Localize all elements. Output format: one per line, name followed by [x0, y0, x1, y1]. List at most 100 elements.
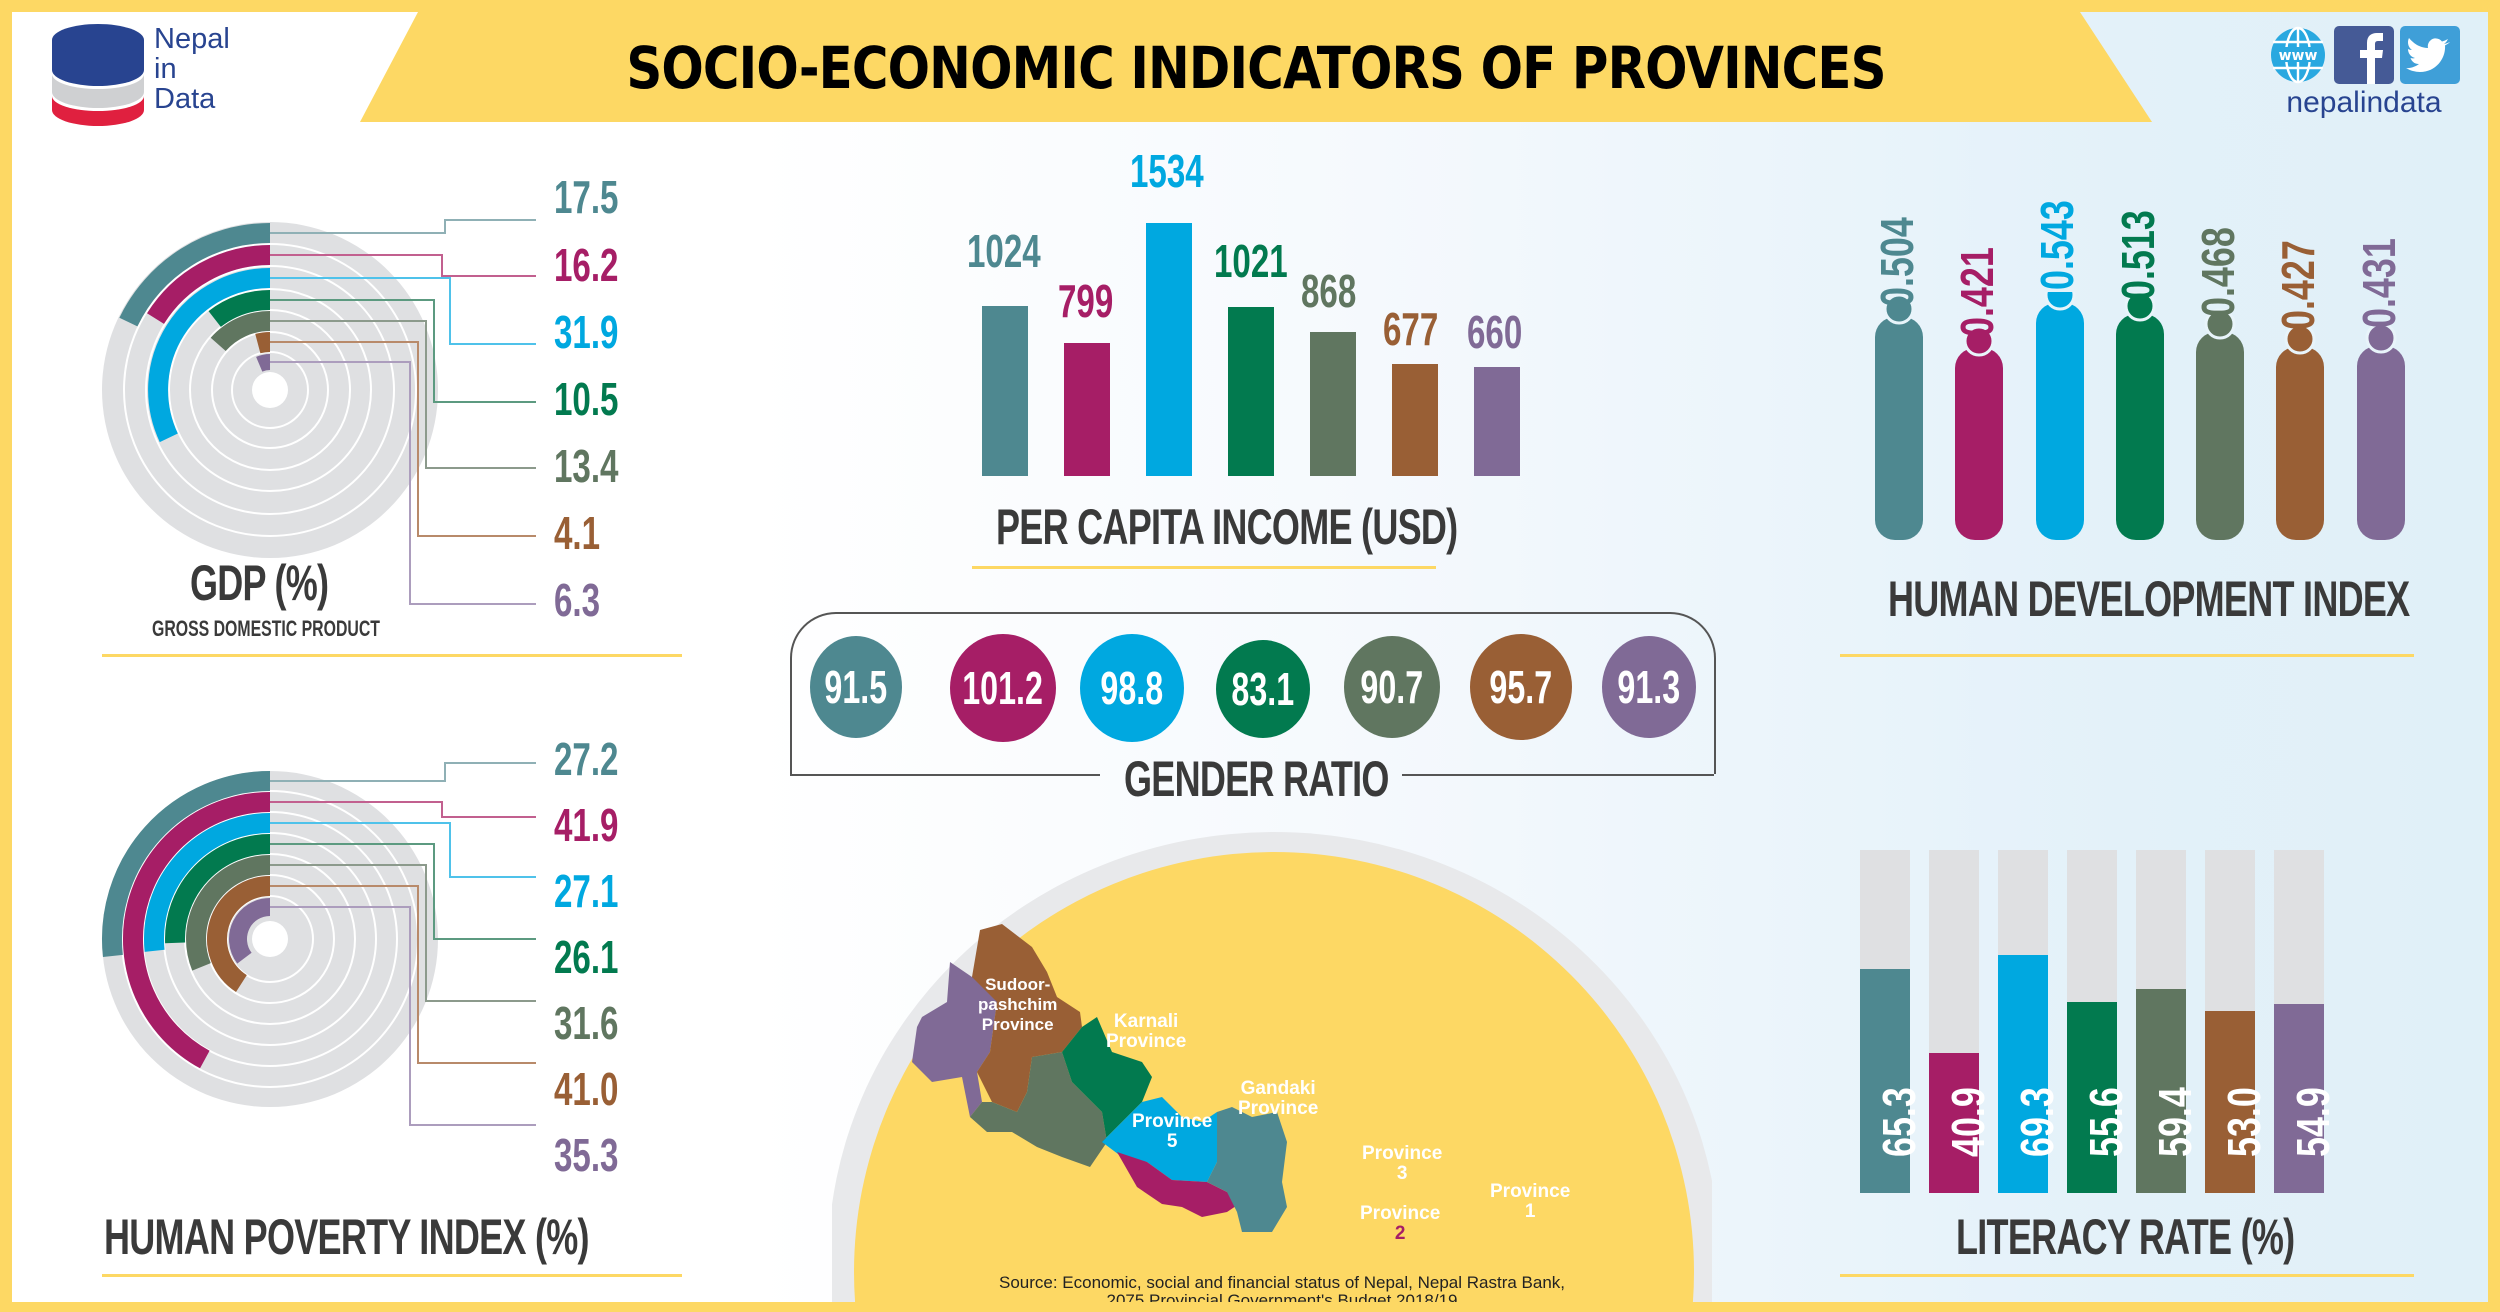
literacy-bars: [1860, 850, 2324, 1193]
hpi-arc-province-5: [186, 855, 271, 971]
logo-line-3: Data: [154, 83, 216, 115]
pci-bar-sudoorpashchim: [1474, 367, 1520, 476]
gender-ratio-frame: [790, 612, 1716, 774]
hdi-value-province-3: 0.543: [2031, 200, 2083, 290]
gdp-value-province-5: 13.4: [554, 440, 619, 492]
hpi-arc-sudoorpashchim: [229, 898, 271, 964]
globe-www-icon[interactable]: www: [2268, 26, 2328, 84]
logo-line-2: in: [154, 53, 177, 85]
gender-ratio-frame-left: [790, 774, 1100, 776]
pci-bar-province-5: [1310, 332, 1356, 476]
facebook-icon[interactable]: [2334, 26, 2394, 84]
gender-circle-karnali: 95.7: [1470, 634, 1572, 740]
pci-value-province-1: 1024: [967, 225, 1041, 277]
hpi-value-gandaki: 26.1: [554, 931, 619, 983]
gdp-value-gandaki: 10.5: [554, 373, 619, 425]
gdp-value-karnali: 4.1: [554, 507, 601, 559]
map-label-province-1: Province 1: [1490, 1181, 1571, 1222]
hpi-value-sudoorpashchim: 35.3: [554, 1129, 619, 1181]
literacy-bar-karnali: [2205, 1011, 2255, 1193]
pci-value-province-3: 1534: [1130, 145, 1204, 197]
gdp-arc-sudoorpashchim: [256, 354, 271, 372]
source-note: Source: Economic, social and financial s…: [892, 1273, 1672, 1303]
gender-circle-province-3: 98.8: [1080, 634, 1184, 742]
twitter-icon[interactable]: [2400, 26, 2460, 84]
pci-title: PER CAPITA INCOME (USD): [996, 499, 1458, 555]
map-province-1: [1207, 1107, 1287, 1232]
map-province-2: [1117, 1152, 1242, 1217]
literacy-bar-gandaki: [2067, 1002, 2117, 1193]
map-label-province-5: Province 5: [1132, 1111, 1213, 1152]
gdp-radial-chart: [102, 219, 536, 605]
hpi-radial-chart: [102, 762, 536, 1126]
nepal-in-data-logo[interactable]: Nepal in Data: [48, 18, 288, 128]
pci-value-sudoorpashchim: 660: [1467, 306, 1523, 358]
gender-circle-province-1: 91.5: [810, 636, 902, 738]
gdp-title: GDP (%): [190, 555, 329, 611]
source-line-2: 2075 Provincial Government's Budget 2018…: [1106, 1291, 1458, 1303]
map-gandaki: [1062, 1017, 1152, 1142]
map-karnali: [972, 924, 1082, 1112]
gdp-value-province-2: 16.2: [554, 239, 619, 291]
gender-circle-province-2: 101.2: [950, 634, 1056, 742]
gdp-subtitle: GROSS DOMESTIC PRODUCT: [152, 616, 380, 641]
nepal-map: [832, 832, 1712, 1302]
hdi-value-gandaki: 0.513: [2112, 210, 2164, 300]
svg-text:www: www: [2279, 48, 2318, 64]
gdp-value-sudoorpashchim: 6.3: [554, 574, 601, 626]
literacy-bar-province-5: [2136, 989, 2186, 1193]
literacy-value-gandaki: 55.6: [2080, 1087, 2132, 1157]
gender-circle-gandaki: 83.1: [1216, 640, 1310, 738]
hpi-value-province-2: 41.9: [554, 799, 619, 851]
pci-bar-karnali: [1392, 364, 1438, 476]
gender-ratio-frame-right: [1402, 774, 1714, 776]
hpi-value-karnali: 41.0: [554, 1063, 619, 1115]
source-line-1: Source: Economic, social and financial s…: [998, 1273, 1565, 1292]
hpi-value-province-3: 27.1: [554, 865, 619, 917]
hdi-value-province-2: 0.421: [1951, 247, 2003, 337]
literacy-value-sudoorpashchim: 54.9: [2287, 1087, 2339, 1157]
map-province-5: [970, 1052, 1107, 1167]
literacy-title: LITERACY RATE (%): [1956, 1209, 2295, 1265]
social-handle[interactable]: nepalindata: [2286, 86, 2442, 119]
hdi-value-sudoorpashchim: 0.431: [2353, 238, 2405, 328]
hdi-figures: [1875, 292, 2405, 540]
database-stack-icon: [52, 24, 144, 126]
pci-value-gandaki: 1021: [1214, 235, 1288, 287]
pci-bar-province-2: [1064, 343, 1110, 476]
map-sudoorpashchim: [912, 962, 997, 1117]
hpi-arc-gandaki: [165, 834, 271, 944]
hpi-arc-province-2: [123, 792, 271, 1069]
map-label-province-3: Province 3: [1362, 1143, 1443, 1184]
literacy-bar-province-3: [1998, 955, 2048, 1193]
gender-circle-sudoorpashchim: 91.3: [1602, 636, 1696, 738]
hdi-value-province-5: 0.468: [2192, 227, 2244, 317]
literacy-bar-sudoorpashchim: [2274, 1004, 2324, 1193]
literacy-value-province-2: 40.9: [1942, 1087, 1994, 1157]
gdp-arc-province-5: [210, 311, 271, 352]
hpi-value-province-1: 27.2: [554, 733, 619, 785]
map-label-sudoorpashchim: Sudoor-pashchim Province: [978, 975, 1058, 1034]
literacy-value-province-1: 65.3: [1873, 1087, 1925, 1157]
logo-text: Nepal in Data: [154, 24, 230, 114]
logo-line-1: Nepal: [154, 23, 230, 55]
gdp-arc-gandaki: [208, 290, 271, 328]
literacy-value-province-5: 59.4: [2149, 1087, 2201, 1157]
hdi-title: HUMAN DEVELOPMENT INDEX: [1888, 571, 2410, 627]
gdp-arc-karnali: [255, 332, 271, 354]
pci-value-province-5: 868: [1301, 265, 1357, 317]
hpi-title: HUMAN POVERTY INDEX (%): [104, 1209, 590, 1265]
infographic-page: SOCIO-ECONOMIC INDICATORS OF PROVINCES N…: [12, 12, 2488, 1302]
gdp-value-province-1: 17.5: [554, 171, 619, 223]
hpi-divider: [102, 1274, 682, 1277]
map-label-gandaki: Gandaki Province: [1238, 1078, 1319, 1119]
hpi-arc-province-3: [144, 813, 271, 952]
literacy-divider: [1840, 1274, 2414, 1277]
gdp-divider: [102, 654, 682, 657]
hpi-arc-karnali: [207, 876, 271, 993]
pci-value-karnali: 677: [1383, 303, 1439, 355]
hpi-value-province-5: 31.6: [554, 997, 619, 1049]
pci-bar-gandaki: [1228, 307, 1274, 476]
gdp-value-province-3: 31.9: [554, 306, 619, 358]
gdp-arc-province-2: [147, 245, 271, 325]
